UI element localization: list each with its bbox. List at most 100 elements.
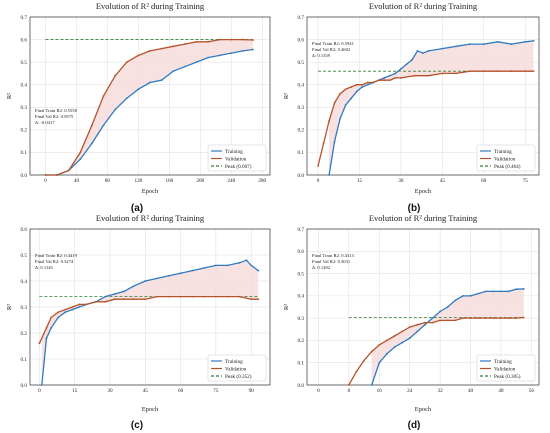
data-point-validation xyxy=(56,174,58,176)
data-point-training xyxy=(333,140,336,143)
data-point-validation xyxy=(532,70,535,73)
data-point-validation xyxy=(322,142,325,145)
data-point-validation xyxy=(355,370,358,373)
data-point-validation xyxy=(378,343,381,346)
stats-annotation: Δ: -0.0417 xyxy=(35,120,55,125)
x-tick-label: 80 xyxy=(105,178,111,184)
data-point-training xyxy=(245,259,248,262)
stats-annotation: Final Val R2: 0.3274 xyxy=(35,259,74,264)
data-point-validation xyxy=(401,330,403,333)
data-point-training xyxy=(383,77,386,79)
y-tick-label: 0.0 xyxy=(298,173,305,179)
data-point-training xyxy=(183,65,186,68)
x-tick-label: 16 xyxy=(377,388,383,394)
data-point-validation xyxy=(257,298,260,301)
data-point-validation xyxy=(226,295,229,298)
y-tick-label: 0.2 xyxy=(298,338,305,344)
data-point-validation xyxy=(44,174,47,176)
stats-annotation: Final Val R2: 0.3031 xyxy=(312,259,351,264)
data-point-validation xyxy=(500,317,502,320)
data-point-training xyxy=(361,86,364,88)
y-tick-label: 0.1 xyxy=(298,361,305,367)
y-tick-label: 0.7 xyxy=(298,15,305,21)
stats-annotation: Final Train R2: 0.4313 xyxy=(312,253,355,258)
data-point-validation xyxy=(328,119,330,122)
data-point-validation xyxy=(102,95,105,97)
data-point-training xyxy=(366,83,369,86)
x-tick-label: 160 xyxy=(165,178,173,184)
data-point-validation xyxy=(172,45,175,48)
data-point-validation xyxy=(250,298,253,301)
data-point-validation xyxy=(344,88,347,91)
data-point-training xyxy=(411,58,413,61)
legend-label: Training xyxy=(494,149,512,155)
x-tick-label: 30 xyxy=(398,178,404,184)
x-tick-label: 0 xyxy=(317,388,320,394)
series-line-validation xyxy=(38,295,259,344)
series-line-validation xyxy=(317,70,534,167)
data-point-training xyxy=(405,63,408,66)
legend-label: Peak (0.305) xyxy=(494,373,521,380)
data-point-validation xyxy=(137,54,140,57)
data-point-training xyxy=(45,337,48,340)
y-tick-label: 0.6 xyxy=(298,249,305,255)
stats-annotation: Δ: 0.1145 xyxy=(35,265,54,270)
y-axis-label: R² xyxy=(6,93,13,99)
data-point-training xyxy=(385,352,388,355)
data-point-training xyxy=(328,174,330,176)
data-point-validation xyxy=(515,317,518,320)
y-tick-label: 0.4 xyxy=(298,294,305,300)
data-point-validation xyxy=(114,74,117,77)
data-point-training xyxy=(484,290,487,293)
stats-annotation: Final Train R2: 0.5558 xyxy=(35,108,78,113)
data-point-validation xyxy=(507,317,510,320)
data-point-training xyxy=(167,274,170,277)
y-tick-label: 0.2 xyxy=(298,128,305,134)
chart-panel-4: Evolution of R² during Training 0.0 0.1 0.2… xyxy=(283,213,540,431)
x-tick-label: 40 xyxy=(74,178,80,184)
y-tick-label: 0.2 xyxy=(21,331,28,337)
data-point-validation xyxy=(455,72,458,75)
panel-label: (d) xyxy=(408,420,421,431)
data-point-validation xyxy=(144,298,147,301)
data-point-training xyxy=(408,337,411,340)
data-point-training xyxy=(191,269,194,272)
data-point-validation xyxy=(366,81,369,84)
data-point-validation xyxy=(462,317,464,320)
data-point-training xyxy=(203,267,206,269)
panel-label: (a) xyxy=(131,203,143,214)
data-point-validation xyxy=(524,70,527,73)
stats-annotation: Final Val R2: 0.4602 xyxy=(312,47,351,52)
data-point-training xyxy=(454,299,457,302)
data-point-training xyxy=(226,264,229,267)
chart-title: Evolution of R² during Training xyxy=(96,213,205,223)
legend-label: Peak (0.352) xyxy=(225,373,252,380)
data-point-training xyxy=(446,306,449,308)
data-point-validation xyxy=(393,335,396,337)
data-point-validation xyxy=(350,86,353,88)
y-tick-label: 0.0 xyxy=(21,173,28,179)
data-point-training xyxy=(339,117,342,120)
x-axis-label: Epoch xyxy=(415,406,432,413)
data-point-validation xyxy=(477,317,480,320)
x-tick-label: 0 xyxy=(44,178,47,184)
legend-label: Validation xyxy=(225,156,247,162)
data-point-training xyxy=(207,56,209,59)
data-point-validation xyxy=(242,38,244,41)
data-point-training xyxy=(469,294,472,297)
y-tick-label: 0.5 xyxy=(298,271,305,277)
data-point-validation xyxy=(230,38,233,41)
data-point-training xyxy=(515,288,518,291)
data-point-training xyxy=(416,49,419,52)
data-point-training xyxy=(424,323,426,326)
data-point-training xyxy=(114,108,117,111)
y-tick-label: 0.1 xyxy=(21,150,28,156)
data-point-training xyxy=(507,290,510,293)
data-point-training xyxy=(250,264,253,267)
data-point-validation xyxy=(496,70,499,73)
gap-fill-area xyxy=(329,40,534,176)
y-tick-label: 0.4 xyxy=(21,83,28,89)
data-point-training xyxy=(350,97,353,100)
data-point-training xyxy=(441,47,444,50)
y-tick-label: 0.7 xyxy=(21,15,28,21)
